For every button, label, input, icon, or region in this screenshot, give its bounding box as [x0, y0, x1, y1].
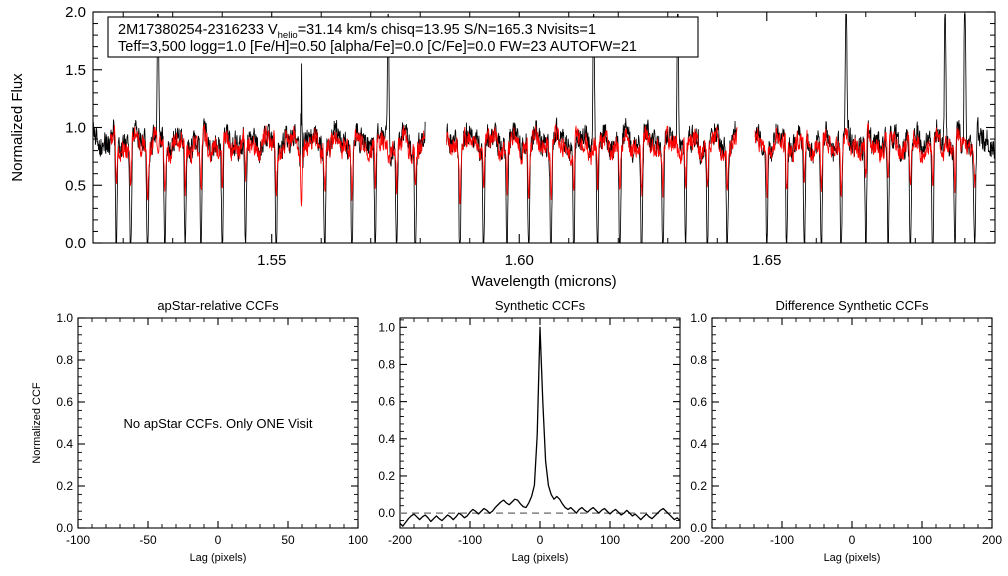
spectrum-data-layer: [93, 13, 995, 243]
synthetic-ccf-panel-title: Synthetic CCFs: [495, 298, 586, 313]
apstar-ccf-panel-ytick-label: 0.2: [56, 479, 73, 493]
apstar-ccf-panel-xtick-label: 0: [215, 533, 222, 547]
apstar-ccf-panel-xtick-label: -100: [66, 533, 90, 547]
synthetic-ccf-panel-ytick-label: 0.6: [378, 395, 395, 409]
spectrum-observed-line: [754, 13, 995, 243]
apstar-ccf-panel-xaxis-label: Lag (pixels): [190, 552, 247, 564]
difference-ccf-panel-xtick-label: -100: [770, 533, 794, 547]
difference-ccf-panel-frame: [711, 317, 993, 529]
synthetic-ccf-panel-xaxis-label: Lag (pixels): [512, 552, 569, 564]
apstar-ccf-panel-ytick-label: 0.4: [56, 437, 73, 451]
synthetic-ccf-panel-xtick-label: -100: [458, 533, 482, 547]
difference-ccf-panel-title: Difference Synthetic CCFs: [776, 298, 929, 313]
difference-ccf-panel-xaxis-label: Lag (pixels): [824, 552, 881, 564]
difference-ccf-panel-ytick-label: 0.8: [690, 353, 707, 367]
difference-ccf-panel-xtick-label: 200: [982, 533, 1002, 547]
difference-ccf-panel-ytick-label: 1.0: [690, 311, 707, 325]
synthetic-ccf-panel-ytick-label: 1.0: [378, 320, 395, 334]
synthetic-ccf-panel-curve: [399, 326, 681, 527]
synthetic-ccf-panel-ytick-label: 0.0: [378, 506, 395, 520]
synthetic-ccf-panel-ytick-label: 0.2: [378, 469, 395, 483]
info-line-2: Teff=3,500 logg=1.0 [Fe/H]=0.50 [alpha/F…: [118, 39, 637, 55]
spectrum-ytick-label: 1.0: [65, 120, 86, 137]
difference-ccf-panel-xtick-label: -200: [700, 533, 724, 547]
difference-ccf-panel-xtick-label: 0: [849, 533, 856, 547]
synthetic-ccf-panel-xtick-label: -200: [388, 533, 412, 547]
synthetic-ccf-panel-ytick-label: 0.4: [378, 432, 395, 446]
spectrum-synthetic-line: [446, 124, 738, 205]
spectrum-xtick-label: 1.55: [257, 252, 286, 269]
apstar-ccf-panel-xtick-label: 100: [348, 533, 368, 547]
spectrum-ytick-label: 1.5: [65, 62, 86, 79]
spectrum-ytick-label: 0.5: [65, 177, 86, 194]
synthetic-ccf-panel-xtick-label: 100: [600, 533, 620, 547]
spectrum-xtick-label: 1.60: [505, 252, 534, 269]
difference-ccf-panel-ytick-label: 0.6: [690, 395, 707, 409]
synthetic-ccf-panel-xtick-label: 0: [537, 533, 544, 547]
apstar-ccf-panel-ytick-label: 0.8: [56, 353, 73, 367]
apstar-ccf-panel-title: apStar-relative CCFs: [157, 298, 279, 313]
apstar-ccf-panel-ytick-label: 1.0: [56, 311, 73, 325]
apstar-ccf-panel-xtick-label: -50: [139, 533, 157, 547]
apstar-ccf-panel-xtick-label: 50: [281, 533, 295, 547]
apstar-ccf-panel-yaxis-label: Normalized CCF: [31, 382, 43, 464]
synthetic-ccf-panel-ytick-label: 0.8: [378, 357, 395, 371]
difference-ccf-panel-ytick-label: 0.4: [690, 437, 707, 451]
spectrum-yaxis-label: Normalized Flux: [9, 73, 26, 182]
info-box: [107, 16, 699, 58]
spectrum-synthetic-line: [109, 123, 426, 207]
spectrum-ytick-label: 2.0: [65, 4, 86, 21]
apstar-ccf-panel-annotation: No apStar CCFs. Only ONE Visit: [123, 416, 312, 431]
info-line-1: 2M17380254-2316233 Vhelio=31.14 km/s chi…: [118, 22, 596, 41]
apstar-ccf-panel-ytick-label: 0.6: [56, 395, 73, 409]
difference-ccf-panel-ytick-label: 0.0: [690, 521, 707, 535]
apstar-ccf-panel-ytick-label: 0.0: [56, 521, 73, 535]
difference-ccf-panel-xtick-label: 100: [912, 533, 932, 547]
difference-ccf-panel-ytick-label: 0.2: [690, 479, 707, 493]
synthetic-ccf-panel-xtick-label: 200: [670, 533, 690, 547]
spectrum-synthetic-line: [754, 122, 976, 199]
spectrum-xaxis-label: Wavelength (microns): [471, 273, 616, 290]
spectrum-ytick-label: 0.0: [65, 235, 86, 252]
spectrum-xtick-label: 1.65: [752, 252, 781, 269]
